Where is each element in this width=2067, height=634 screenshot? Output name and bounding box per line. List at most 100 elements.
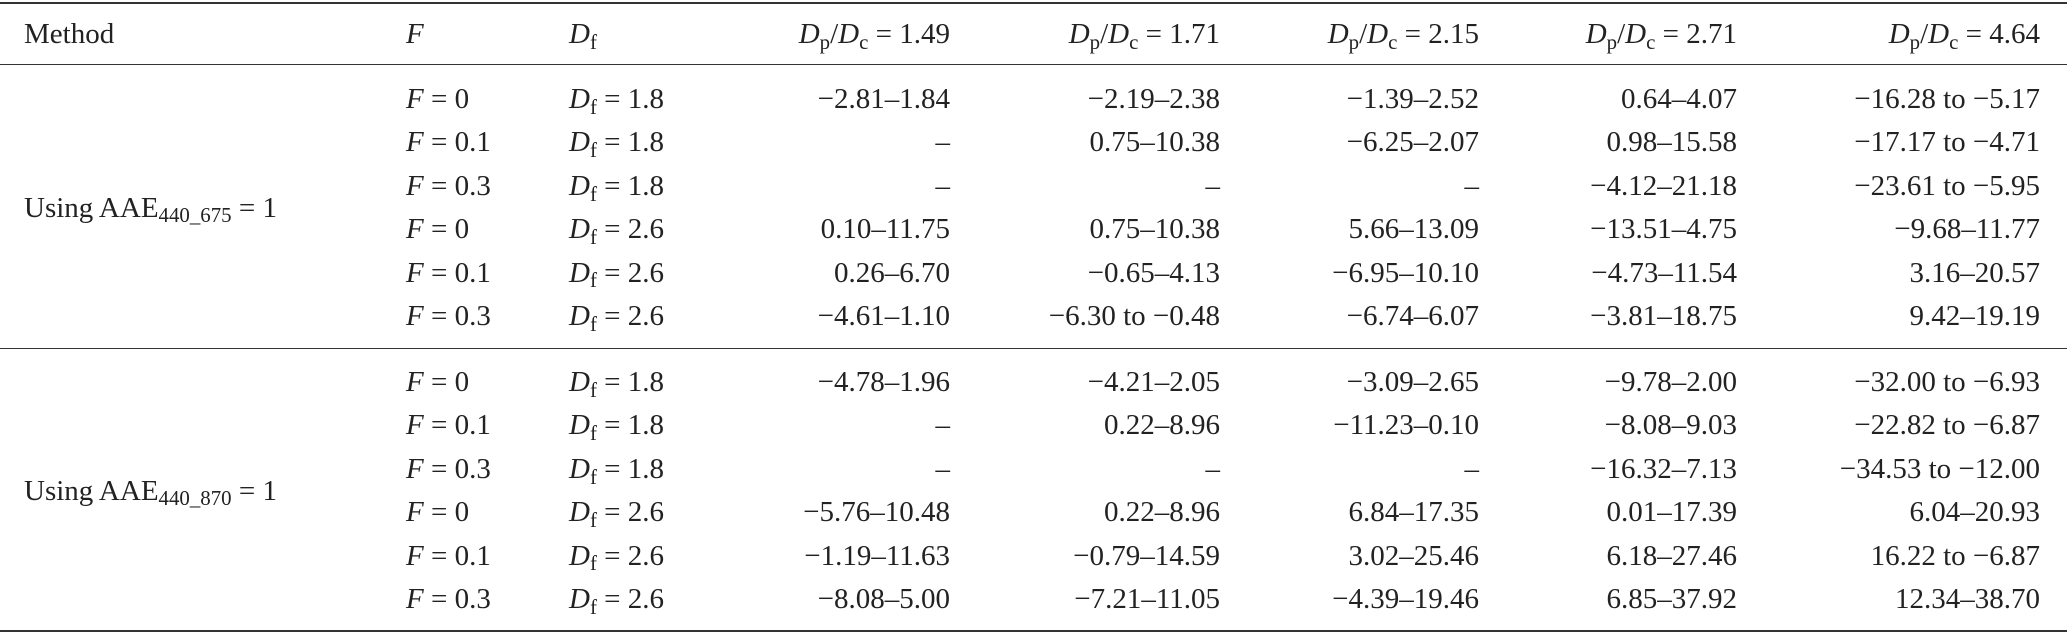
f-cell: F = 0.3 <box>406 447 491 491</box>
text-part: = 2.6 <box>596 583 665 615</box>
header-rule <box>0 64 2067 65</box>
value-cell: −4.73–11.54 <box>1591 256 1737 289</box>
value-cell: −23.61 to −5.95 <box>1854 169 2040 202</box>
text-part: D <box>1108 18 1130 50</box>
value-cell: 0.75–10.38 <box>1089 213 1221 246</box>
value-cell: −13.51–4.75 <box>1590 213 1737 246</box>
top-rule <box>0 2 2067 4</box>
df-cell: Df = 1.8 <box>569 360 664 404</box>
text-part: = 2.6 <box>596 496 665 529</box>
subscript: c <box>1129 29 1139 54</box>
value-cell: 0.98–15.58 <box>1606 126 1738 159</box>
df-cell: Df = 1.8 <box>569 77 664 121</box>
header-cell: Dp/Dc = 1.71 <box>1069 12 1220 56</box>
text-part: F <box>406 83 424 115</box>
header-cell: Dp/Dc = 2.15 <box>1328 12 1479 56</box>
value-cell: −17.17 to −4.71 <box>1854 126 2040 159</box>
value-cell: 0.22–8.96 <box>1104 409 1220 442</box>
header-cell: Dp/Dc = 4.64 <box>1889 12 2040 56</box>
value-cell: – <box>1464 452 1480 485</box>
subscript: p <box>1909 29 1921 54</box>
text-part: D <box>1367 18 1389 50</box>
text-part: F <box>406 409 424 442</box>
value-cell: −8.08–9.03 <box>1604 409 1737 442</box>
text-part: = 0.3 <box>423 169 491 202</box>
text-part: = 0.3 <box>423 452 491 485</box>
value-cell: −11.23–0.10 <box>1333 409 1479 442</box>
subscript: f <box>589 268 597 293</box>
value-cell: – <box>1205 452 1221 485</box>
text-part: F <box>406 366 424 398</box>
text-part: = 1 <box>231 474 277 507</box>
value-cell: 0.10–11.75 <box>820 213 950 246</box>
text-part: D <box>569 496 590 529</box>
text-part: = 0 <box>423 83 470 115</box>
df-cell: Df = 2.6 <box>569 251 664 295</box>
text-part: / <box>830 18 839 50</box>
value-cell: −5.76–10.48 <box>803 496 950 529</box>
value-cell: 6.18–27.46 <box>1606 539 1738 572</box>
text-part: = 1.49 <box>868 18 950 50</box>
header-cell: Dp/Dc = 2.71 <box>1586 12 1737 56</box>
header-cell: Dp/Dc = 1.49 <box>799 12 950 56</box>
subscript: p <box>1089 29 1101 54</box>
text-part: / <box>1100 18 1109 50</box>
text-part: Method <box>24 18 115 50</box>
value-cell: −4.78–1.96 <box>817 366 950 398</box>
text-part: D <box>569 83 590 115</box>
text-part: = 2.71 <box>1655 18 1737 50</box>
value-cell: – <box>1464 169 1480 202</box>
subscript: f <box>589 464 597 489</box>
value-cell: −0.65–4.13 <box>1087 256 1220 289</box>
value-cell: −6.25–2.07 <box>1346 126 1479 159</box>
text-part: / <box>1617 18 1626 50</box>
text-part: D <box>569 409 590 442</box>
text-part: D <box>569 452 590 485</box>
text-part: Using AAE <box>24 191 159 224</box>
value-cell: −6.30 to −0.48 <box>1048 300 1220 332</box>
f-cell: F = 0.1 <box>406 120 491 164</box>
text-part: D <box>569 583 590 615</box>
f-cell: F = 0 <box>406 490 469 534</box>
value-cell: – <box>935 452 951 485</box>
f-cell: F = 0.3 <box>406 164 491 208</box>
text-part: D <box>1888 18 1910 50</box>
text-part: D <box>1625 18 1647 50</box>
header-cell: F <box>406 12 424 56</box>
text-part: F <box>406 256 424 289</box>
text-part: = 1.8 <box>596 169 665 202</box>
subscript: c <box>1646 29 1656 54</box>
text-part: D <box>569 213 590 246</box>
text-part: F <box>406 300 424 332</box>
text-part: = 0 <box>423 496 470 529</box>
text-part: = 0 <box>423 366 470 398</box>
value-cell: −4.12–21.18 <box>1590 169 1737 202</box>
f-cell: F = 0.3 <box>406 294 491 338</box>
value-cell: −16.28 to −5.17 <box>1854 83 2040 115</box>
subscript: f <box>589 421 597 446</box>
text-part: D <box>569 126 590 159</box>
value-cell: −22.82 to −6.87 <box>1854 409 2040 442</box>
text-part: = 0 <box>423 213 470 246</box>
f-cell: F = 0 <box>406 207 469 251</box>
value-cell: −9.78–2.00 <box>1604 366 1737 398</box>
text-part: = 2.6 <box>596 213 665 246</box>
value-cell: −1.19–11.63 <box>804 539 950 572</box>
text-part: = 0.1 <box>423 126 491 159</box>
text-part: = 1.71 <box>1138 18 1220 50</box>
value-cell: 0.64–4.07 <box>1621 83 1737 115</box>
method-label: Using AAE440_870 = 1 <box>24 469 277 513</box>
text-part: = 2.15 <box>1397 18 1479 50</box>
text-part: = 1.8 <box>596 452 665 485</box>
text-part: = 2.6 <box>596 539 665 572</box>
text-part: F <box>406 539 424 572</box>
value-cell: – <box>1205 169 1221 202</box>
value-cell: −6.74–6.07 <box>1346 300 1479 332</box>
f-cell: F = 0.1 <box>406 403 491 447</box>
value-cell: −8.08–5.00 <box>817 583 950 615</box>
text-part: D <box>798 18 820 50</box>
text-part: = 0.1 <box>423 256 491 289</box>
text-part: = 1.8 <box>596 366 665 398</box>
text-part: F <box>406 583 424 615</box>
